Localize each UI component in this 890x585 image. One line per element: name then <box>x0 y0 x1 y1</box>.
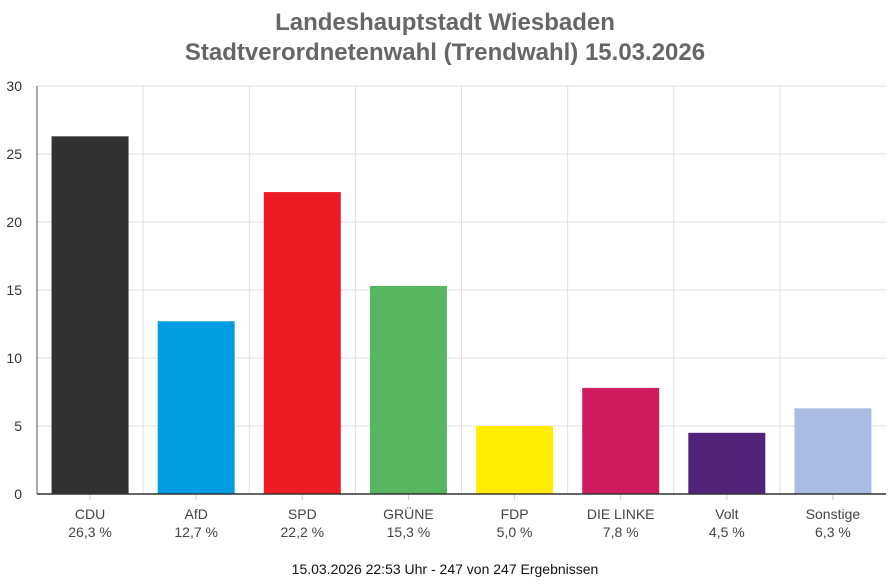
x-tick-label: FDP <box>501 506 529 522</box>
bar-spd <box>263 192 341 494</box>
bar-sonstige <box>794 408 872 494</box>
chart-title-block: Landeshauptstadt Wiesbaden Stadtverordne… <box>0 8 890 68</box>
bar-fdp <box>476 426 554 494</box>
x-tick-label: GRÜNE <box>383 505 434 522</box>
bars <box>51 136 872 494</box>
y-tick-label: 0 <box>14 486 22 502</box>
labels: 0 5 10 15 20 25 30 CDU 26,3 % AfD 12,7 % SPD 22,2 % G… <box>6 78 860 540</box>
value-label: 5,0 % <box>497 524 533 540</box>
bar-volt <box>688 432 766 494</box>
bar-grüne <box>369 285 447 494</box>
value-label: 12,7 % <box>174 524 218 540</box>
value-label: 4,5 % <box>709 524 745 540</box>
y-tick-label: 20 <box>6 214 22 230</box>
value-label: 26,3 % <box>68 524 112 540</box>
y-tick-label: 30 <box>6 78 22 94</box>
chart-subtitle: Stadtverordnetenwahl (Trendwahl) 15.03.2… <box>184 39 706 66</box>
x-tick-label: CDU <box>75 506 105 522</box>
y-tick-label: 25 <box>6 146 22 162</box>
y-tick-label: 15 <box>6 282 22 298</box>
x-tick-label: Sonstige <box>806 506 861 522</box>
value-label: 7,8 % <box>603 524 639 540</box>
value-label: 22,2 % <box>281 524 325 540</box>
bar-cdu <box>51 136 129 494</box>
x-tick-label: AfD <box>185 506 208 522</box>
bar-die-linke <box>582 387 660 494</box>
bar-afd <box>157 321 235 494</box>
y-tick-label: 10 <box>6 350 22 366</box>
value-label: 6,3 % <box>815 524 851 540</box>
results-footer: 15.03.2026 22:53 Uhr - 247 von 247 Ergeb… <box>291 561 599 577</box>
axes <box>36 86 886 500</box>
x-tick-label: DIE LINKE <box>587 506 655 522</box>
chart-title: Landeshauptstadt Wiesbaden <box>275 9 615 36</box>
value-label: 15,3 % <box>387 524 431 540</box>
grid <box>37 85 886 494</box>
y-tick-label: 5 <box>14 418 22 434</box>
x-tick-label: SPD <box>288 506 317 522</box>
x-tick-label: Volt <box>715 506 738 522</box>
